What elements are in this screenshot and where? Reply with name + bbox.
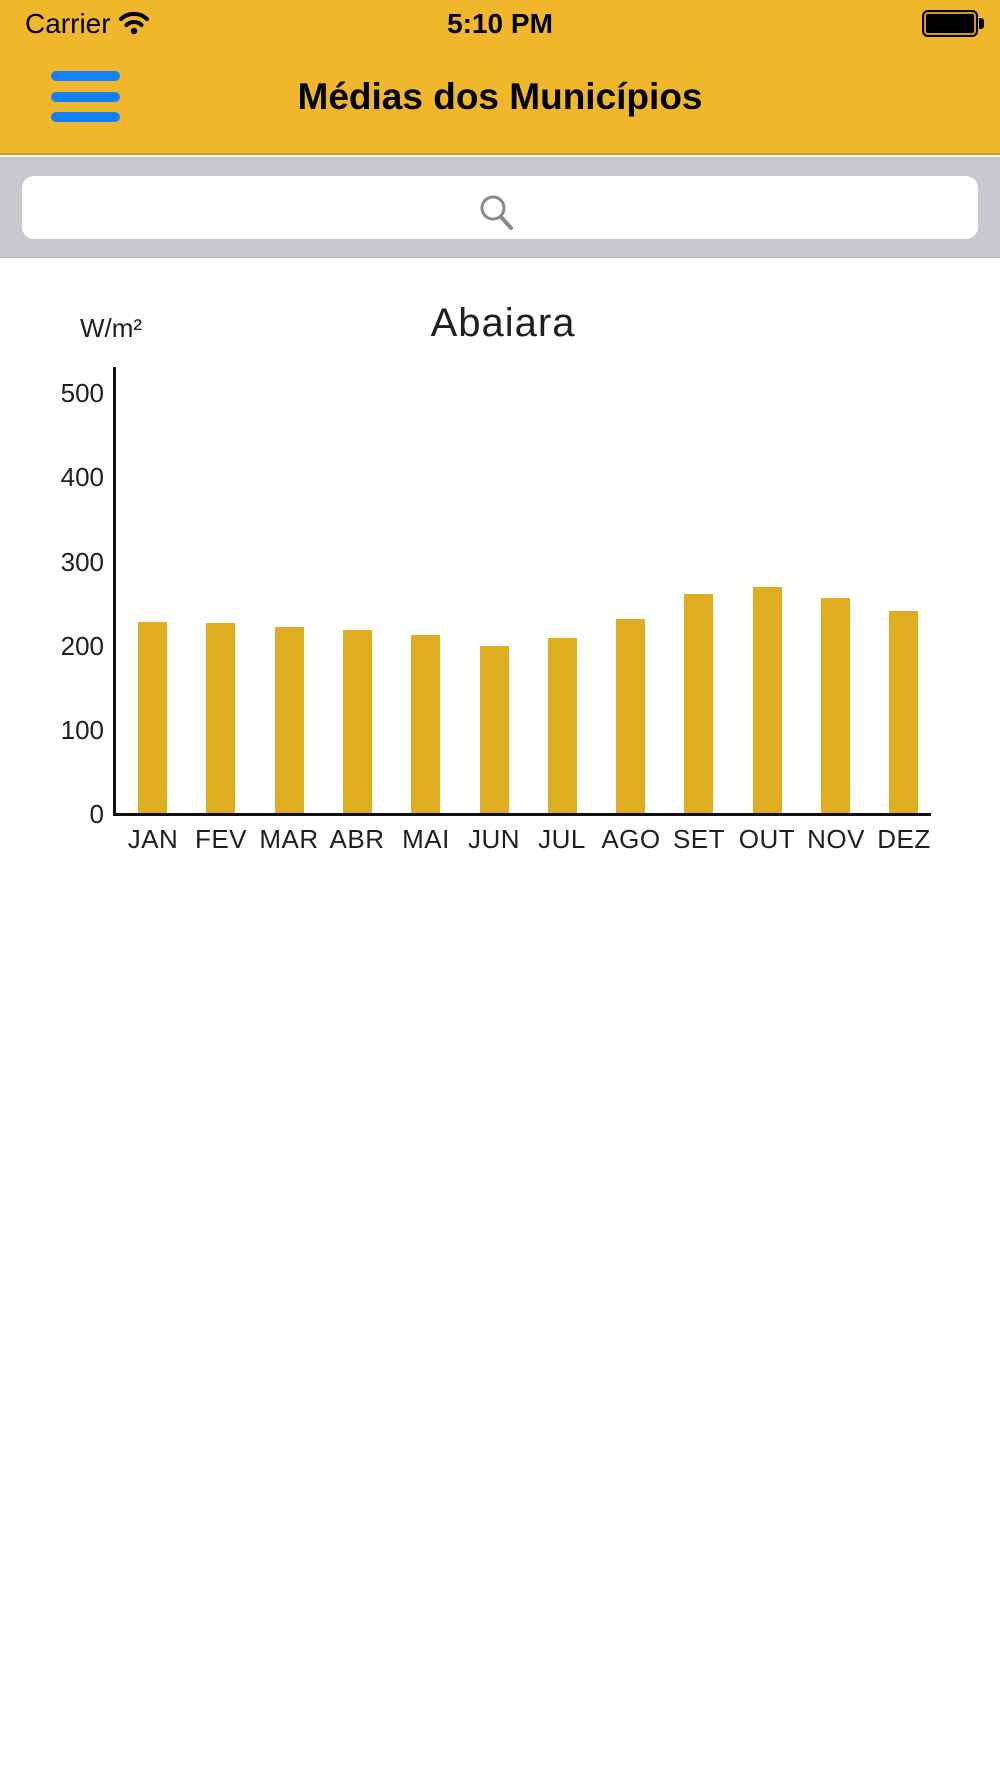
x-tick-label-mai: MAI: [402, 824, 450, 854]
x-tick-label-ago: AGO: [601, 824, 661, 854]
bar-out: [753, 587, 782, 813]
bar-jun: [480, 646, 509, 813]
battery-body: [922, 10, 978, 37]
x-tick-label-jan: JAN: [127, 824, 179, 854]
chart-title: Abaiara: [430, 301, 576, 345]
hamburger-bar: [51, 71, 120, 81]
y-axis-unit-label: W/m²: [80, 313, 143, 343]
bar-jan: [138, 622, 167, 813]
x-tick-label-set: SET: [672, 824, 726, 854]
carrier-label: Carrier: [25, 8, 111, 39]
search-input[interactable]: [22, 176, 978, 239]
bar-ago: [616, 619, 645, 813]
battery-icon: [922, 10, 984, 37]
x-tick-label-dez: DEZ: [877, 824, 931, 854]
bar-mai: [411, 635, 440, 813]
hamburger-bar: [51, 112, 120, 122]
bar-nov: [821, 598, 850, 813]
y-axis: [113, 367, 116, 816]
wifi-icon: [119, 11, 149, 35]
x-tick-label-mar: MAR: [259, 824, 319, 854]
hamburger-bar: [51, 91, 120, 102]
bar-mar: [275, 627, 304, 813]
x-tick-label-jun: JUN: [467, 824, 521, 854]
x-tick-label-nov: NOV: [807, 824, 865, 854]
y-tick-label-300: 300: [60, 547, 104, 577]
bar-dez: [889, 611, 918, 813]
y-tick-label-100: 100: [60, 715, 104, 745]
app-header: Carrier 5:10 PM Médias dos Municípios: [0, 0, 1000, 155]
x-tick-label-abr: ABR: [329, 824, 385, 854]
search-bar-container: [0, 157, 1000, 258]
x-tick-label-jul: JUL: [538, 824, 586, 854]
bar-abr: [343, 630, 372, 813]
y-tick-label-0: 0: [89, 799, 104, 829]
hamburger-menu-button[interactable]: [51, 71, 120, 122]
nav-bar: Médias dos Municípios: [0, 44, 1000, 154]
bar-jul: [548, 638, 577, 813]
status-bar: Carrier 5:10 PM: [0, 0, 1000, 44]
x-tick-label-fev: FEV: [194, 824, 248, 854]
y-tick-label-500: 500: [60, 378, 104, 408]
x-axis: [113, 813, 931, 816]
bar-fev: [206, 623, 235, 813]
battery-nub: [979, 18, 984, 29]
clock-label: 5:10 PM: [447, 8, 553, 39]
x-tick-label-out: OUT: [738, 824, 796, 854]
page-title: Médias dos Municípios: [297, 76, 703, 117]
bar-set: [684, 594, 713, 813]
y-tick-label-400: 400: [60, 462, 104, 492]
bar-chart: W/m² Abaiara 0 100 200 300 400 500 JAN FEV MAR AB…: [0, 258, 1000, 878]
y-tick-label-200: 200: [60, 631, 104, 661]
